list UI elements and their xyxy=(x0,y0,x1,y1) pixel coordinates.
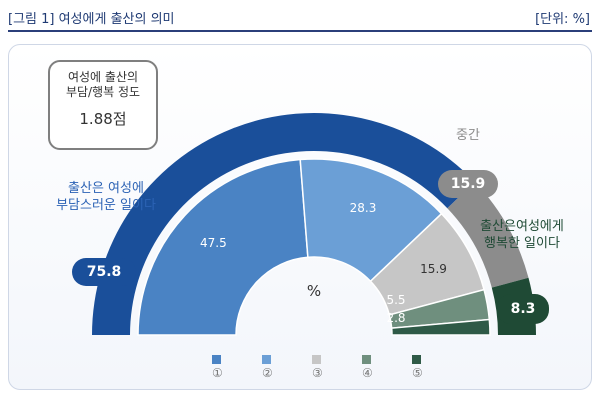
group-band-1 xyxy=(447,182,529,288)
slice-5 xyxy=(390,318,491,336)
legend-item-4: ④ xyxy=(362,352,375,380)
group-label-happy: 출산은여성에게 행복한 일이다 xyxy=(480,219,564,251)
legend-item-3: ③ xyxy=(312,352,325,380)
legend-swatch-2 xyxy=(262,355,271,364)
group-label-burden: 출산은 여성에 부담스러운 일이다 xyxy=(56,181,156,213)
slice-label-2: 28.3 xyxy=(350,201,377,215)
slice-label-4: 5.5 xyxy=(386,293,405,307)
legend-item-5: ⑤ xyxy=(412,352,425,380)
legend-label-4: ④ xyxy=(362,366,373,380)
slice-2 xyxy=(299,158,443,283)
legend-swatch-1 xyxy=(212,355,221,364)
legend-swatch-5 xyxy=(412,355,421,364)
slice-1 xyxy=(137,158,309,336)
center-label: % xyxy=(307,282,321,300)
legend-label-2: ② xyxy=(262,366,273,380)
summary-value: 1.88점 xyxy=(79,110,127,128)
chart-title: [그림 1] 여성에게 출산의 의미 xyxy=(8,12,175,27)
group-label-neutral: 중간 xyxy=(456,128,480,143)
group-value-neutral: 15.9 xyxy=(438,170,498,198)
chart-header: [그림 1] 여성에게 출산의 의미 [단위: %] xyxy=(8,6,592,28)
unit-label: [단위: %] xyxy=(535,12,590,27)
legend-item-1: ① xyxy=(212,352,225,380)
summary-label: 여성에 출산의 부담/행복 정도 xyxy=(65,70,141,99)
group-band-0 xyxy=(92,112,475,335)
slice-label-5: 2.8 xyxy=(386,311,405,325)
legend-label-3: ③ xyxy=(312,366,323,380)
legend-swatch-3 xyxy=(312,355,321,364)
slice-label-1: 47.5 xyxy=(200,236,227,250)
legend-label-5: ⑤ xyxy=(412,366,423,380)
group-value-happy: 8.3 xyxy=(497,294,549,324)
legend-item-2: ② xyxy=(262,352,275,380)
group-value-burden: 75.8 xyxy=(72,258,136,286)
header-rule xyxy=(8,30,592,32)
slice-label-3: 15.9 xyxy=(420,262,447,276)
legend-swatch-4 xyxy=(362,355,371,364)
legend-label-1: ① xyxy=(212,366,223,380)
summary-box: 여성에 출산의 부담/행복 정도 1.88점 xyxy=(48,60,158,150)
